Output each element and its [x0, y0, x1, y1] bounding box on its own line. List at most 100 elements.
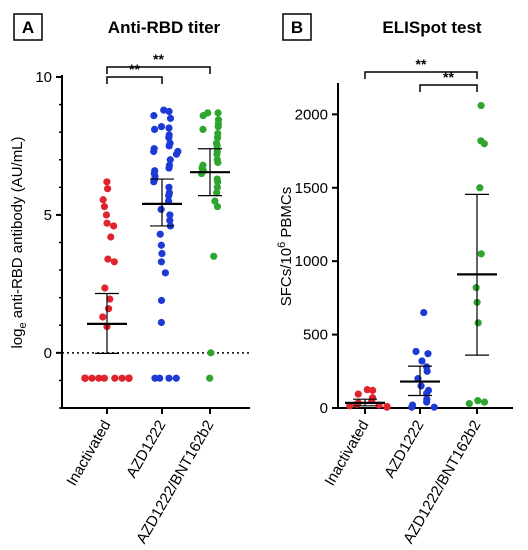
data-point [101, 284, 109, 292]
data-point [158, 249, 166, 258]
data-point [156, 230, 164, 238]
y-tick-label: 0 [44, 345, 52, 362]
data-point [100, 374, 108, 382]
data-point [214, 123, 222, 131]
data-point [165, 164, 173, 172]
data-point [210, 252, 218, 260]
data-point [383, 403, 391, 411]
data-point [157, 205, 165, 213]
data-point [166, 114, 175, 122]
data-point [165, 134, 173, 142]
data-point [106, 295, 114, 303]
data-point [369, 386, 377, 394]
data-point [104, 185, 112, 193]
x-tick-label: AZD1222 [123, 418, 169, 481]
y-axis-label-rest: PBMCs [278, 187, 295, 242]
data-point [157, 258, 165, 266]
data-point [157, 318, 165, 327]
data-point [103, 219, 111, 227]
data-point [161, 269, 169, 277]
data-point [408, 403, 416, 411]
panel-letter-box [282, 13, 312, 41]
y-tick-label: 0 [320, 400, 328, 417]
data-point [199, 112, 207, 120]
panel-letter: A [22, 18, 34, 37]
data-point [104, 255, 112, 263]
data-point [150, 147, 158, 156]
data-point [480, 398, 489, 406]
data-point [165, 142, 173, 150]
data-point [420, 308, 428, 317]
data-point [206, 374, 214, 382]
chart-title: ELISpot test [382, 18, 482, 37]
x-tick-label: Inactivated [63, 418, 114, 489]
data-point [99, 313, 107, 321]
data-point [472, 284, 480, 292]
data-point [104, 305, 113, 313]
data-point [199, 125, 207, 134]
significance-bracket [419, 84, 478, 92]
data-point [100, 203, 109, 211]
data-point [151, 374, 159, 382]
data-point [172, 150, 181, 158]
data-point [423, 398, 431, 406]
data-point [214, 158, 222, 167]
data-point [166, 216, 174, 225]
data-point [207, 349, 215, 357]
data-point [81, 374, 89, 382]
y-tick-label: 500 [303, 327, 328, 344]
data-point [157, 296, 166, 305]
data-point [111, 374, 119, 382]
data-point [214, 109, 222, 117]
data-point [465, 399, 473, 408]
data-point [107, 233, 115, 241]
data-point [88, 374, 96, 382]
data-point [213, 183, 221, 191]
data-point [99, 196, 107, 204]
significance-bracket [106, 76, 163, 84]
data-point [95, 374, 103, 382]
data-point [150, 178, 158, 186]
data-point [474, 319, 482, 327]
data-point [477, 250, 485, 258]
data-point [102, 211, 111, 219]
data-point [424, 350, 432, 358]
y-axis-label-superscript: 6 [276, 242, 288, 248]
data-point [477, 101, 485, 110]
data-point [213, 142, 221, 150]
y-axis-label-subscript: e [17, 322, 29, 328]
y-tick-label: 1500 [295, 180, 328, 197]
x-tick-label: AZD1222 [381, 418, 427, 481]
data-point [110, 258, 118, 266]
data-point [480, 140, 488, 148]
data-point [213, 150, 221, 158]
data-point [118, 374, 126, 382]
y-tick-label: 5 [44, 207, 52, 224]
data-point [346, 402, 354, 410]
y-axis-label: loge anti-RBD antibody (AU/mL) [9, 136, 29, 348]
data-point [165, 183, 173, 191]
data-point [211, 197, 219, 205]
data-point [165, 107, 173, 116]
data-point [418, 357, 426, 365]
significance-label: ** [129, 61, 140, 77]
data-point [166, 211, 174, 219]
panel-letter-box [13, 13, 43, 41]
data-point [125, 374, 133, 382]
y-tick-label: 10 [35, 69, 52, 86]
chart-title: Anti-RBD titer [108, 18, 221, 37]
significance-label: ** [443, 69, 454, 85]
y-tick-label: 2000 [295, 106, 328, 123]
data-point [423, 367, 431, 375]
data-point [165, 374, 173, 382]
data-point [103, 178, 111, 186]
y-axis-label-base: log [9, 329, 26, 349]
data-point [165, 124, 173, 132]
data-point [363, 386, 371, 394]
data-point [165, 192, 173, 200]
data-point [157, 123, 166, 131]
significance-bracket [106, 66, 211, 74]
data-point [214, 134, 222, 142]
data-point [166, 156, 174, 164]
